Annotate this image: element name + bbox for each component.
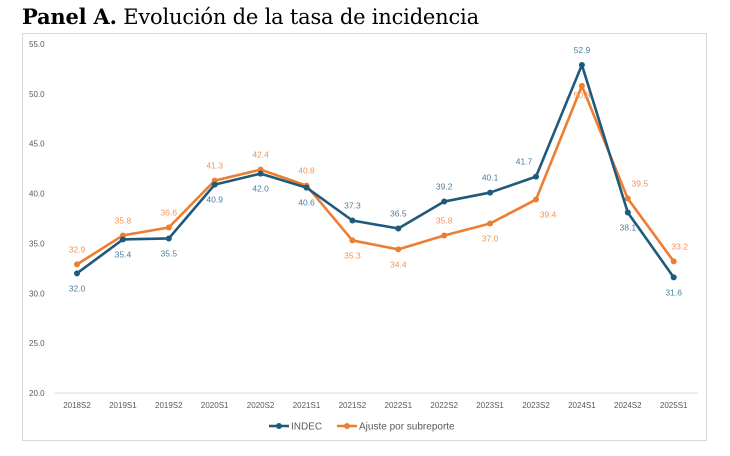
data-label: 41.3: [206, 161, 223, 171]
data-label: 31.6: [665, 287, 682, 297]
data-label: 39.4: [540, 210, 557, 220]
data-point: [578, 61, 585, 68]
data-label: 35.4: [115, 249, 132, 259]
data-label: 36.5: [390, 208, 407, 218]
series-line: [76, 84, 675, 266]
data-point: [257, 170, 264, 177]
data-label: 35.8: [115, 215, 132, 225]
x-tick-label: 2019S1: [109, 401, 137, 410]
data-point: [624, 209, 631, 216]
legend-point-marker: [344, 423, 350, 429]
legend-item-ajuste: Ajuste por subreporte: [337, 422, 455, 433]
legend-label: INDEC: [291, 422, 322, 433]
x-tick-label: 2021S2: [339, 401, 367, 410]
legend-item-indec: INDEC: [269, 422, 322, 433]
line-chart: 20.025.030.035.040.045.050.055.0 2018S2 2…: [29, 40, 698, 433]
data-point: [349, 217, 356, 224]
y-tick-label: 30.0: [29, 289, 45, 298]
data-point: [395, 246, 402, 253]
series-line: [76, 63, 675, 279]
y-tick-label: 20.0: [29, 389, 45, 398]
data-label: 34.4: [390, 259, 407, 269]
y-tick-label: 35.0: [29, 239, 45, 248]
data-point: [211, 181, 218, 188]
data-label: 33.2: [671, 241, 688, 251]
data-label: 42.0: [252, 184, 269, 194]
y-tick-label: 50.0: [29, 90, 45, 99]
x-axis-ticks: 2018S2 2019S1 2019S2 2020S1 2020S2 2021S1 2021…: [63, 401, 688, 410]
series-lines: [74, 61, 677, 281]
y-tick-label: 55.0: [29, 40, 45, 49]
x-tick-label: 2023S1: [476, 401, 504, 410]
data-label: 40.6: [298, 198, 315, 208]
data-label: 35.5: [161, 248, 178, 258]
x-tick-label: 2020S2: [247, 401, 275, 410]
data-label: 35.8: [436, 215, 453, 225]
y-tick-label: 45.0: [29, 140, 45, 149]
data-point: [624, 195, 631, 202]
data-point: [74, 270, 80, 277]
y-tick-label: 25.0: [29, 339, 45, 348]
x-tick-label: 2020S1: [201, 401, 229, 410]
x-tick-label: 2022S2: [430, 401, 458, 410]
x-tick-label: 2022S1: [385, 401, 413, 410]
data-point: [395, 225, 402, 232]
data-point: [441, 198, 448, 205]
data-label: 38.1: [620, 223, 637, 233]
data-point: [533, 173, 539, 180]
data-label: 35.3: [344, 250, 361, 260]
data-point: [487, 189, 494, 196]
x-tick-label: 2025S1: [660, 401, 688, 410]
x-tick-label: 2024S2: [614, 401, 642, 410]
x-tick-label: 2018S2: [63, 401, 91, 410]
data-label: 37.0: [482, 233, 499, 243]
x-tick-label: 2019S2: [155, 401, 183, 410]
data-label: 40.9: [206, 195, 223, 205]
data-point: [487, 220, 494, 227]
data-label: 36.6: [161, 207, 178, 217]
data-label: 32.0: [69, 283, 86, 293]
data-label: 37.3: [344, 200, 361, 210]
y-tick-label: 40.0: [29, 190, 45, 199]
x-tick-label: 2021S1: [293, 401, 321, 410]
data-point: [303, 184, 310, 191]
data-label: 40.1: [482, 173, 499, 183]
legend: INDEC Ajuste por subreporte: [269, 422, 455, 433]
data-point: [74, 261, 80, 268]
data-label: 40.8: [298, 166, 315, 176]
data-point: [441, 232, 448, 239]
data-point: [349, 237, 356, 244]
data-point: [119, 236, 126, 243]
x-tick-label: 2024S1: [568, 401, 596, 410]
chart-frame: 20.0 25.0 30.0 35.0 40.0 45.0 50.0 55.0 2018S2 2…: [22, 33, 707, 441]
data-label: 50.8: [574, 90, 591, 100]
data-label: 52.9: [574, 45, 591, 55]
data-point: [578, 82, 585, 89]
panel-title-label: Panel A.: [22, 4, 117, 29]
data-point: [533, 196, 539, 203]
data-point: [165, 224, 172, 231]
data-label: 41.7: [516, 157, 533, 167]
data-label: 42.4: [252, 150, 269, 160]
series-indec: [74, 61, 677, 281]
y-axis-ticks: 20.0 25.0 30.0 35.0 40.0 45.0 50.0 55.0: [29, 40, 45, 398]
data-label: 32.9: [69, 244, 86, 254]
data-label: 39.2: [436, 182, 453, 192]
data-label: 39.5: [632, 179, 649, 189]
x-tick-label: 2023S2: [522, 401, 550, 410]
data-point: [670, 274, 677, 281]
legend-label: Ajuste por subreporte: [359, 422, 455, 433]
data-point: [165, 235, 172, 242]
data-labels: 32.0 35.4 35.5 40.9 42.0 40.6 37.3 36.5 39.2 40.1…: [69, 45, 689, 297]
legend-point-marker: [276, 423, 282, 429]
panel-title-text: Evolución de la tasa de incidencia: [116, 5, 479, 29]
panel-title: Panel A. Evolución de la tasa de inciden…: [22, 4, 479, 29]
data-point: [670, 258, 677, 265]
